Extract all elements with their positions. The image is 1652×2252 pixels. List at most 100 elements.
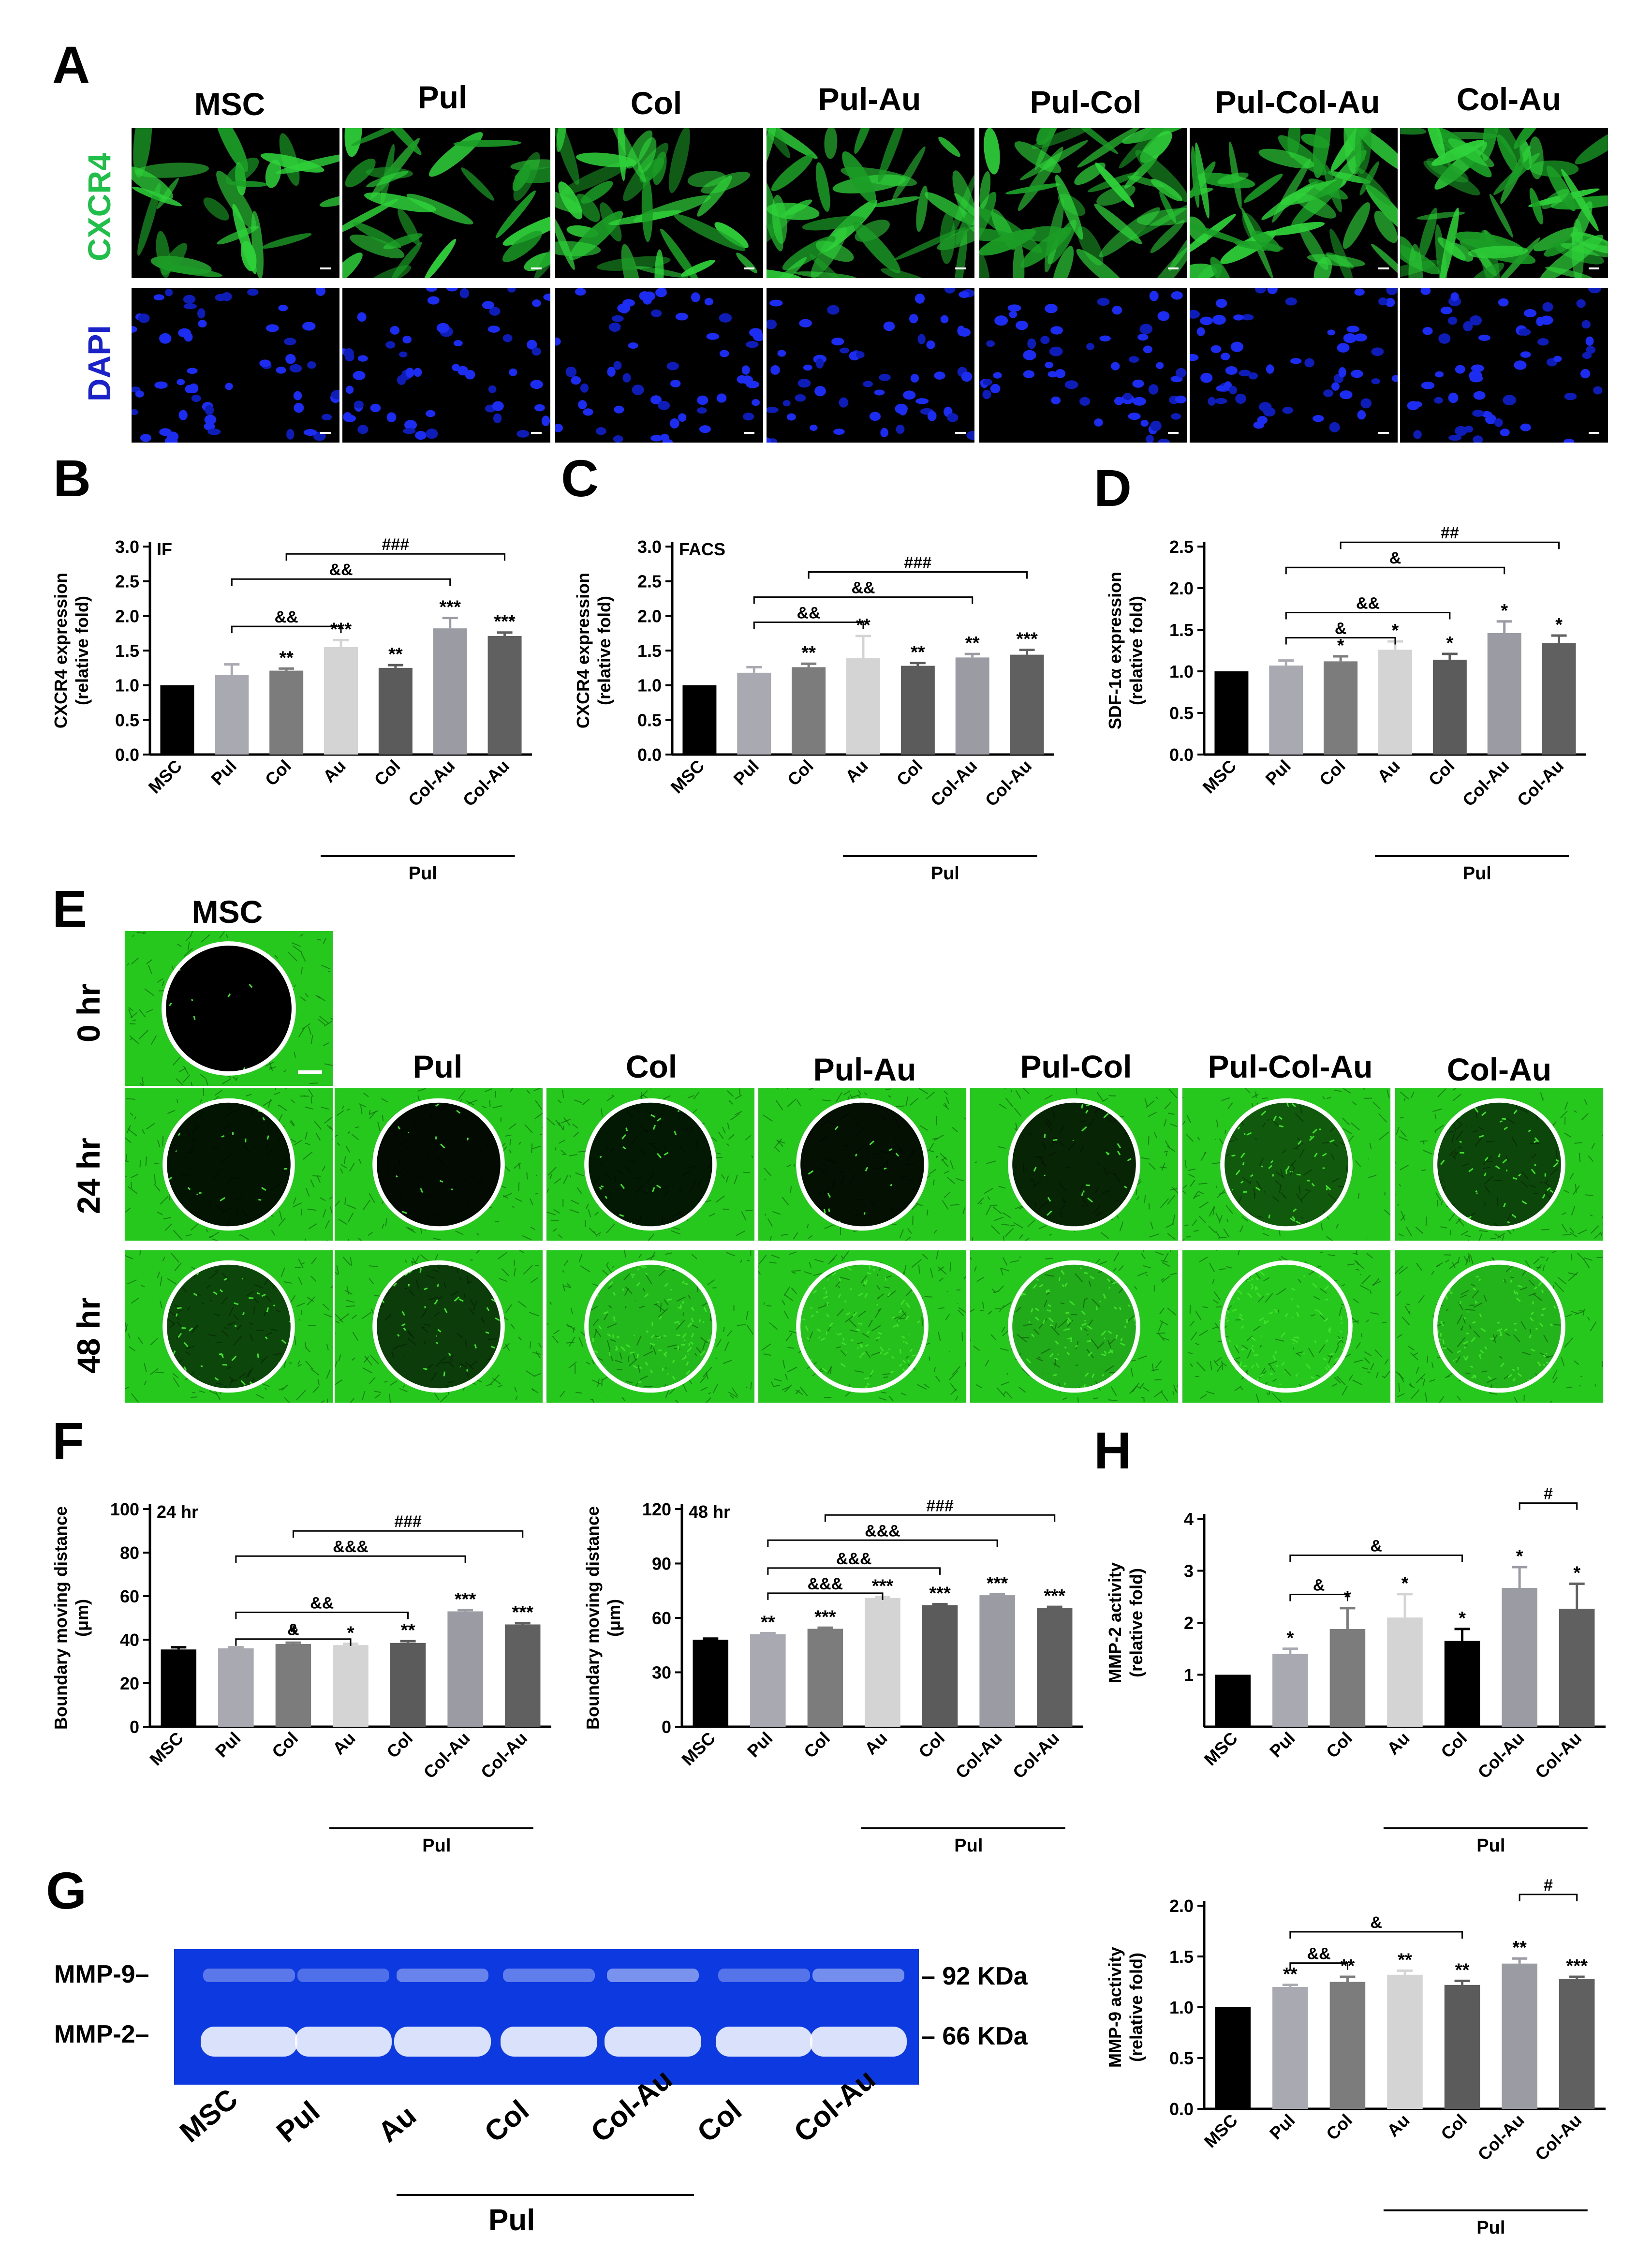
panel-a-col-pul: Pul — [417, 79, 468, 115]
scale-bar — [320, 432, 331, 434]
x-tick-label: Col-Au — [1474, 2110, 1528, 2164]
mmp2-band — [810, 2027, 907, 2057]
bar — [1502, 1587, 1537, 1727]
bar — [215, 675, 249, 755]
gel-pul-label: Pul — [488, 2204, 535, 2237]
group-label: Pul — [422, 1836, 451, 1856]
chart-c-cxcr4-facs: CXCR4 expression (relative fold) FACS 0.0 0.… — [573, 537, 1054, 884]
x-tick-label: Pul — [729, 756, 763, 789]
bar — [275, 1644, 311, 1727]
significance-marker: ** — [965, 633, 980, 653]
chart-annotation: FACS — [679, 539, 725, 559]
bar — [1542, 643, 1576, 755]
group-label: Pul — [1476, 1836, 1505, 1856]
bar — [1559, 1979, 1595, 2109]
panel-a-image-cxcr4-msc — [132, 128, 339, 278]
y-tick-label: 0.0 — [637, 745, 662, 765]
gel-label-mmp2: MMP-2– — [54, 2020, 149, 2048]
bar — [1444, 1985, 1480, 2109]
group-label: Pul — [954, 1836, 983, 1856]
mmp9-band — [718, 1969, 810, 1982]
bar — [1324, 661, 1358, 755]
bar — [1215, 1674, 1251, 1727]
y-tick-label: 60 — [120, 1586, 139, 1606]
chart-f-48hr: Boundary moving distance (μm) 48 hr 0 30 60 90… — [583, 1496, 1083, 1856]
y-axis-label: (relative fold) — [594, 596, 614, 705]
pul-group-line — [397, 2194, 694, 2196]
bar — [1329, 1629, 1366, 1727]
panel-a-image-dapi-col-au — [1400, 288, 1608, 443]
x-tick-label: Au — [861, 1728, 891, 1759]
x-tick-label: MSC — [667, 756, 708, 798]
significance-marker: * — [1337, 636, 1344, 656]
bracket-label: && — [797, 604, 821, 622]
panel-a-image-cxcr4-pul — [342, 128, 550, 278]
panel-letter-c: C — [561, 449, 599, 507]
gel-label-mmp9: MMP-9– — [54, 1960, 149, 1988]
panel-e-col-pul-col-au: Pul-Col-Au — [1208, 1049, 1373, 1084]
bar — [1378, 650, 1412, 755]
panel-letter-h: H — [1094, 1421, 1132, 1480]
scale-bar — [298, 1070, 322, 1074]
significance-marker: * — [290, 1622, 297, 1642]
significance-marker: *** — [929, 1584, 951, 1604]
x-tick-label: Col-Au — [981, 756, 1035, 810]
comparison-bracket — [808, 571, 1028, 579]
panel-e-msc-label: MSC — [192, 894, 263, 930]
bar — [269, 670, 304, 755]
panel-e-image-msc-48hr — [125, 1250, 333, 1403]
significance-marker: *** — [1566, 1956, 1588, 1976]
bar — [1387, 1974, 1423, 2109]
bracket-label: ### — [926, 1496, 954, 1515]
gel-marker-92kda: – 92 KDa — [921, 1962, 1028, 1990]
y-tick-label: 2.5 — [1169, 537, 1194, 557]
y-tick-label: 90 — [652, 1554, 671, 1574]
y-tick-label: 80 — [120, 1543, 139, 1563]
x-tick-label: Col — [1315, 756, 1349, 790]
comparison-bracket — [235, 1638, 352, 1646]
bar — [1329, 1982, 1366, 2109]
x-tick-label: Au — [1373, 756, 1404, 786]
x-tick-label: Col — [1425, 756, 1459, 790]
mmp9-band — [397, 1969, 488, 1982]
y-tick-label: 2 — [1184, 1613, 1194, 1633]
bar — [433, 628, 467, 755]
x-tick-label: Col-Au — [927, 756, 981, 810]
bracket-label: ## — [1441, 524, 1459, 542]
x-tick-label: Col — [370, 756, 404, 790]
y-tick-label: 2.0 — [1169, 1896, 1194, 1916]
bar — [1272, 1654, 1308, 1727]
mmp2-band — [605, 2027, 701, 2057]
x-tick-label: Col — [261, 756, 295, 790]
group-label: Pul — [931, 863, 959, 884]
x-tick-label: Col — [783, 756, 817, 790]
mmp2-band — [394, 2027, 491, 2057]
x-tick-label: Col — [914, 1728, 948, 1762]
significance-marker: * — [1459, 1608, 1466, 1629]
panel-e-image-pul-col-24hr — [970, 1088, 1178, 1241]
chart-h-mmp9: MMP-9 activity (relative fold) 0.0 0.5 1.0 1.… — [1105, 1876, 1606, 2238]
mmp2-band — [716, 2027, 812, 2057]
panel-letter-f: F — [52, 1411, 84, 1470]
significance-marker: *** — [455, 1589, 476, 1610]
y-tick-label: 1.0 — [115, 676, 139, 696]
y-tick-label: 0.5 — [115, 710, 139, 730]
significance-marker: * — [347, 1623, 354, 1644]
comparison-bracket — [753, 596, 974, 604]
y-tick-label: 1 — [1184, 1665, 1194, 1685]
bar — [161, 1649, 197, 1727]
panel-letter-b: B — [53, 449, 91, 507]
y-tick-label: 1.5 — [1169, 620, 1194, 640]
x-tick-label: Col-Au — [419, 1728, 473, 1782]
mmp2-band — [295, 2027, 392, 2057]
y-axis-label: Boundary moving distance — [51, 1506, 71, 1730]
panel-e-image-pul-col-au-48hr — [1182, 1250, 1390, 1403]
scale-bar — [1168, 432, 1179, 434]
bracket-label: ### — [394, 1512, 422, 1531]
comparison-bracket — [1289, 1554, 1463, 1562]
y-tick-label: 100 — [110, 1499, 139, 1519]
mmp2-band — [201, 2027, 297, 2057]
scale-bar — [1168, 267, 1179, 269]
bracket-label: && — [275, 608, 298, 626]
panel-e-image-pul-au-48hr — [758, 1250, 966, 1403]
